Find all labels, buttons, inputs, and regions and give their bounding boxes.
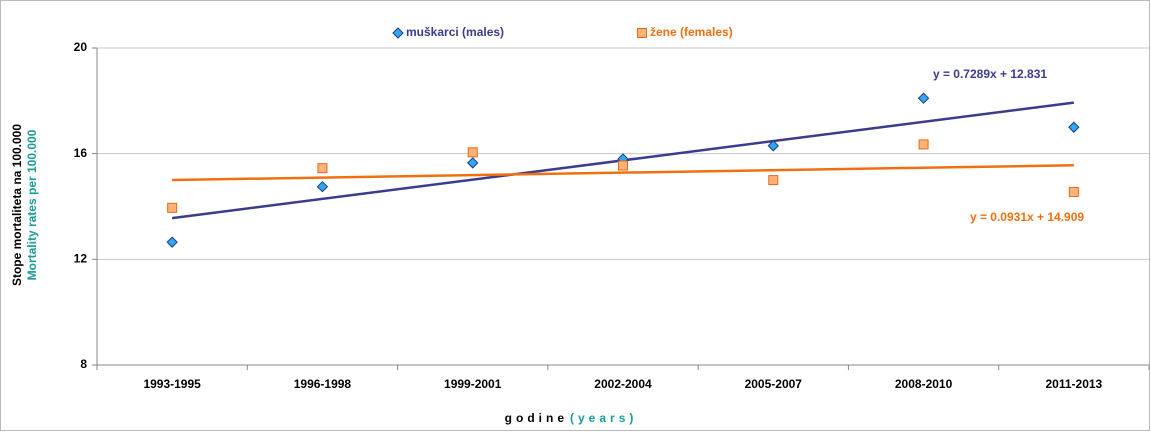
x-tick-label: 2002-2004: [594, 377, 652, 391]
x-tick-label: 2008-2010: [895, 377, 953, 391]
point: [467, 147, 478, 158]
point: [1068, 121, 1080, 133]
x-tick-label: 2011-2013: [1045, 377, 1102, 391]
x-tick-label: 1993-1995: [143, 377, 201, 391]
x-axis-label: godine: [505, 411, 568, 425]
y-axis-label: Stope mortaliteta na 100.000: [10, 124, 24, 286]
point: [618, 160, 628, 171]
x-tick-label: 2005-2007: [745, 377, 803, 391]
legend-label: žene (females): [650, 25, 733, 39]
x-axis-label-en: (years): [570, 411, 637, 425]
y-tick-label: 8: [80, 357, 87, 371]
legend-marker: [637, 28, 647, 38]
y-tick-label: 20: [74, 40, 88, 54]
point: [467, 157, 479, 169]
trend-line: [172, 164, 1074, 182]
y-axis-label-en: Mortality rates per 100.000: [25, 129, 39, 280]
point: [166, 236, 178, 248]
x-tick-label: 1999-2001: [444, 377, 502, 391]
point: [767, 140, 779, 152]
y-tick-label: 12: [74, 252, 88, 266]
x-tick-label: 1996-1998: [294, 377, 352, 391]
point: [316, 180, 329, 193]
trend-equation: y = 0.7289x + 12.831: [933, 67, 1047, 81]
legend-label: muškarci (males): [406, 25, 504, 39]
point: [917, 92, 930, 104]
trend-equation: y = 0.0931x + 14.909: [970, 210, 1084, 224]
point: [167, 202, 178, 213]
point: [1068, 186, 1079, 197]
legend-marker: [392, 27, 404, 39]
point: [918, 139, 929, 150]
y-tick-label: 16: [74, 146, 88, 160]
point: [768, 175, 779, 186]
point: [317, 163, 328, 174]
